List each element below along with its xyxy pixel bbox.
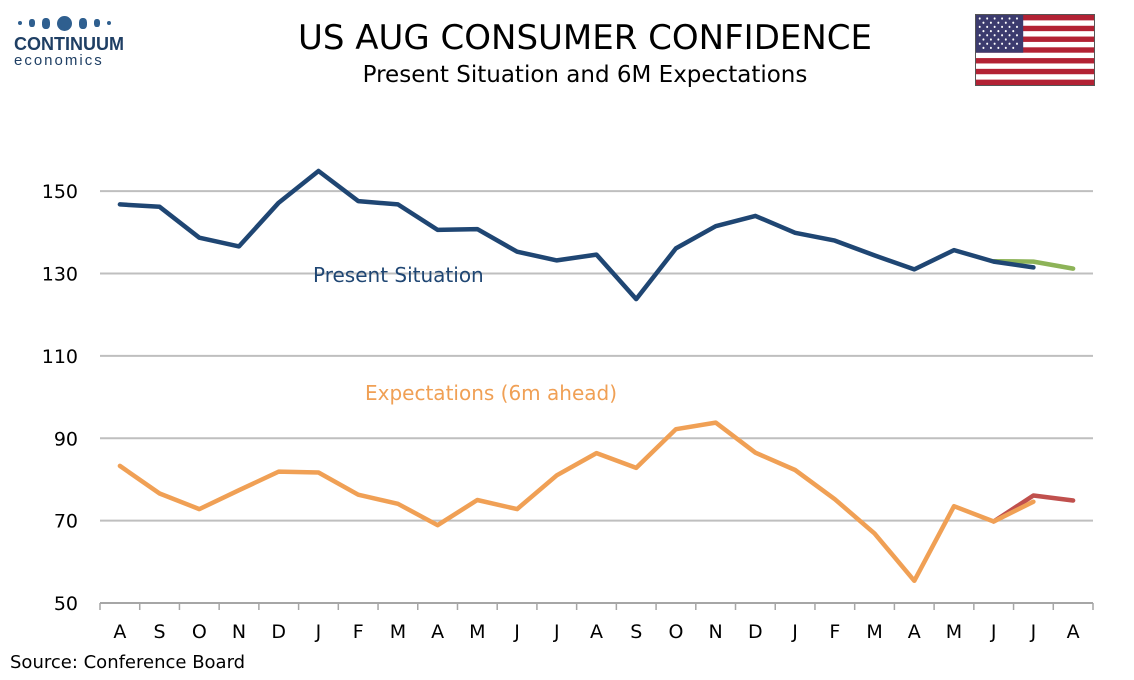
x-tick-label: J <box>513 621 520 643</box>
logo-dots-icon <box>18 14 144 32</box>
y-tick-label: 110 <box>42 346 78 368</box>
x-tick-label: A <box>431 621 444 643</box>
x-tick-label: S <box>630 621 642 643</box>
series-lines <box>117 168 1076 584</box>
x-tick-label: J <box>315 621 322 643</box>
x-tick-label: M <box>946 621 962 643</box>
present-situation-label: Present Situation <box>313 263 484 287</box>
axes: 50 70 90 110 130 150 A S O N D J F M A M J J A S O N D J F M A M J J A <box>42 181 1094 643</box>
x-tick-label: D <box>748 621 763 643</box>
logo: CONTINUUM economics <box>14 14 144 69</box>
series-line-1 <box>117 420 1036 584</box>
x-tick-label: A <box>590 621 603 643</box>
x-tick-label: A <box>1067 621 1080 643</box>
x-tick-label: O <box>192 621 207 643</box>
x-tick-label: F <box>829 621 840 643</box>
y-tick-label: 150 <box>42 181 78 203</box>
x-tick-label: J <box>990 621 997 643</box>
us-flag-icon <box>975 14 1095 86</box>
gridlines <box>100 190 1093 522</box>
x-tick-label: S <box>154 621 166 643</box>
y-tick-label: 130 <box>42 264 78 286</box>
x-tick-label: N <box>709 621 723 643</box>
y-tick-label: 70 <box>54 511 78 533</box>
y-tick-label: 50 <box>54 593 78 615</box>
x-tick-label: J <box>1030 621 1037 643</box>
x-tick-label: M <box>866 621 882 643</box>
x-tick-label: J <box>553 621 560 643</box>
x-tick-label: O <box>668 621 683 643</box>
expectations-label: Expectations (6m ahead) <box>365 381 617 405</box>
y-tick-label: 90 <box>54 428 78 450</box>
x-tick-label: J <box>791 621 798 643</box>
source-note: Source: Conference Board <box>10 652 246 673</box>
x-tick-label: M <box>390 621 406 643</box>
chart-title: US AUG CONSUMER CONFIDENCE <box>297 18 873 58</box>
x-tick-label: A <box>113 621 126 643</box>
x-tick-label: A <box>908 621 921 643</box>
chart-subtitle: Present Situation and 6M Expectations <box>362 62 808 88</box>
x-tick-label: F <box>353 621 364 643</box>
logo-name: CONTINUUM <box>14 34 124 54</box>
x-tick-label: N <box>232 621 246 643</box>
x-tick-label: M <box>469 621 485 643</box>
series-line-0 <box>117 168 1036 302</box>
x-tick-label: D <box>271 621 286 643</box>
logo-subtitle: economics <box>14 52 104 69</box>
